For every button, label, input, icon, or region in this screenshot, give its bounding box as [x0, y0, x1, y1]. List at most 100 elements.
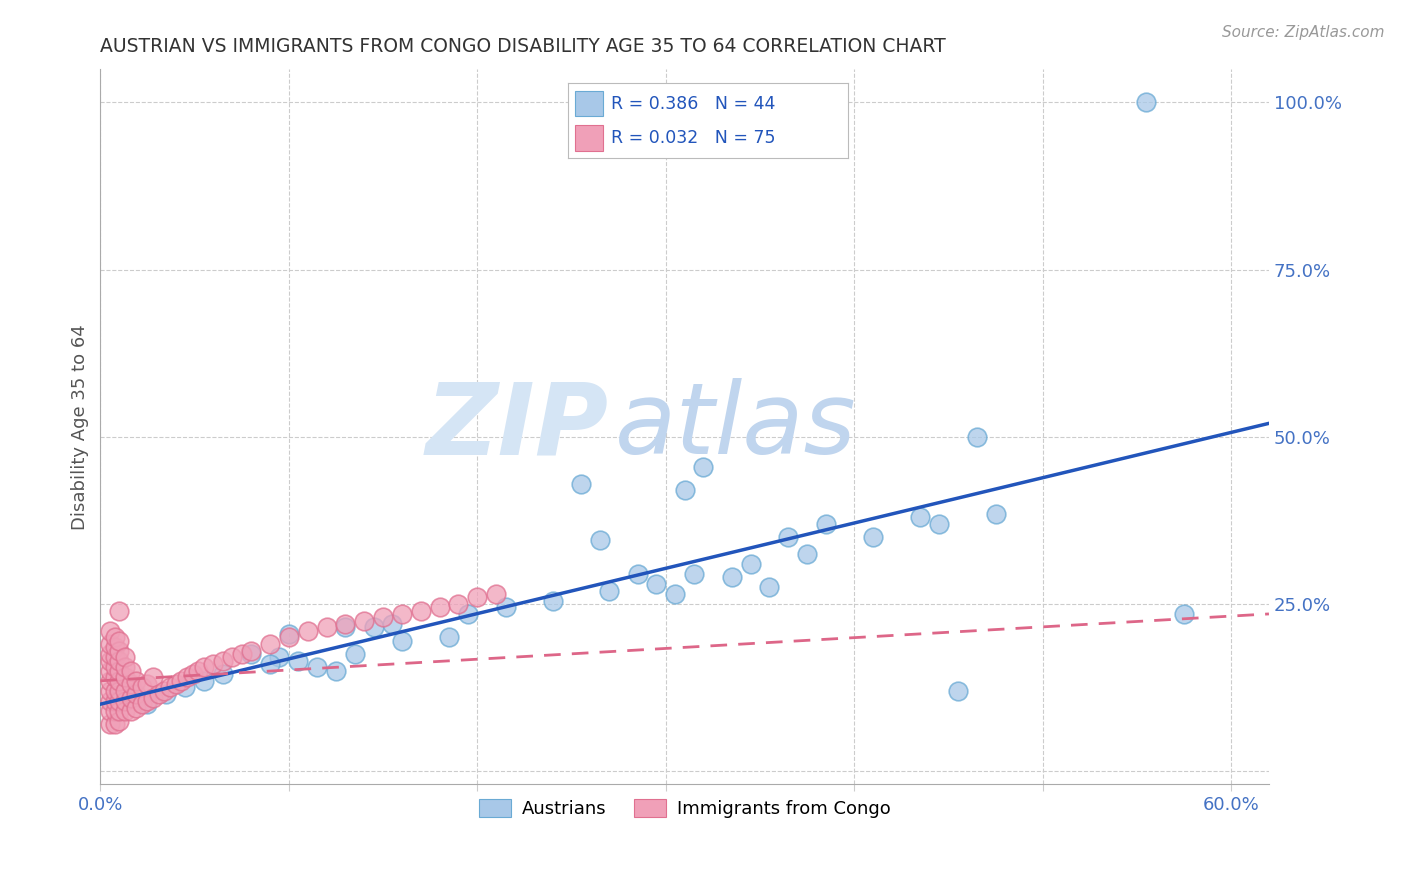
- Point: [120, 690, 142, 705]
- Text: AUSTRIAN VS IMMIGRANTS FROM CONGO DISABILITY AGE 35 TO 64 CORRELATION CHART: AUSTRIAN VS IMMIGRANTS FROM CONGO DISABI…: [100, 37, 946, 56]
- Point: [259, 657, 281, 671]
- Point: [108, 673, 131, 688]
- Point: [170, 673, 193, 688]
- Point: [778, 530, 800, 544]
- Point: [131, 681, 153, 695]
- Point: [814, 516, 837, 531]
- Point: [174, 681, 197, 695]
- Point: [966, 430, 988, 444]
- Text: Source: ZipAtlas.com: Source: ZipAtlas.com: [1222, 25, 1385, 40]
- Text: ZIP: ZIP: [426, 378, 609, 475]
- Point: [120, 704, 142, 718]
- Point: [108, 704, 131, 718]
- Point: [221, 650, 243, 665]
- Point: [740, 557, 762, 571]
- Text: atlas: atlas: [614, 378, 856, 475]
- Point: [98, 637, 121, 651]
- Point: [307, 660, 329, 674]
- Point: [108, 714, 131, 728]
- Point: [363, 620, 385, 634]
- Point: [104, 704, 127, 718]
- Point: [181, 667, 204, 681]
- Point: [429, 600, 451, 615]
- Point: [259, 637, 281, 651]
- Point: [928, 516, 950, 531]
- Point: [437, 630, 460, 644]
- Point: [98, 654, 121, 668]
- Point: [165, 677, 187, 691]
- Point: [108, 683, 131, 698]
- Point: [457, 607, 479, 621]
- Point: [98, 694, 121, 708]
- Point: [136, 694, 159, 708]
- Point: [187, 664, 209, 678]
- Point: [297, 624, 319, 638]
- Point: [142, 690, 165, 705]
- Point: [664, 587, 686, 601]
- Point: [1173, 607, 1195, 621]
- Point: [371, 610, 394, 624]
- Point: [240, 647, 263, 661]
- Point: [212, 667, 235, 681]
- Point: [114, 650, 136, 665]
- Point: [114, 704, 136, 718]
- Y-axis label: Disability Age 35 to 64: Disability Age 35 to 64: [72, 324, 89, 530]
- Point: [984, 507, 1007, 521]
- Point: [231, 647, 253, 661]
- Point: [136, 677, 159, 691]
- Point: [758, 580, 780, 594]
- Point: [343, 647, 366, 661]
- Point: [108, 694, 131, 708]
- Point: [315, 620, 337, 634]
- Point: [946, 683, 969, 698]
- Point: [108, 643, 131, 657]
- Point: [269, 650, 291, 665]
- Point: [202, 657, 225, 671]
- Point: [193, 673, 215, 688]
- Point: [108, 664, 131, 678]
- Point: [409, 604, 432, 618]
- Point: [120, 664, 142, 678]
- Point: [104, 660, 127, 674]
- Point: [114, 694, 136, 708]
- Point: [692, 459, 714, 474]
- Point: [114, 660, 136, 674]
- Point: [108, 604, 131, 618]
- Point: [142, 670, 165, 684]
- Point: [277, 630, 299, 644]
- Point: [391, 633, 413, 648]
- Point: [98, 647, 121, 661]
- Point: [381, 616, 404, 631]
- Point: [98, 673, 121, 688]
- Point: [335, 620, 357, 634]
- Point: [108, 654, 131, 668]
- Point: [148, 687, 170, 701]
- Point: [541, 593, 564, 607]
- Point: [589, 533, 612, 548]
- Point: [212, 654, 235, 668]
- Point: [153, 683, 176, 698]
- Point: [287, 654, 309, 668]
- Point: [125, 673, 148, 688]
- Point: [569, 476, 592, 491]
- Point: [673, 483, 696, 498]
- Point: [353, 614, 375, 628]
- Point: [1135, 95, 1157, 110]
- Point: [98, 683, 121, 698]
- Point: [136, 697, 159, 711]
- Point: [240, 643, 263, 657]
- Point: [125, 700, 148, 714]
- Point: [104, 650, 127, 665]
- Point: [193, 660, 215, 674]
- Point: [720, 570, 742, 584]
- Point: [447, 597, 470, 611]
- Point: [176, 670, 198, 684]
- Point: [862, 530, 884, 544]
- Point: [626, 566, 648, 581]
- Point: [598, 583, 620, 598]
- Point: [114, 683, 136, 698]
- Point: [159, 681, 181, 695]
- Point: [683, 566, 706, 581]
- Point: [465, 591, 488, 605]
- Legend: Austrians, Immigrants from Congo: Austrians, Immigrants from Congo: [471, 792, 898, 825]
